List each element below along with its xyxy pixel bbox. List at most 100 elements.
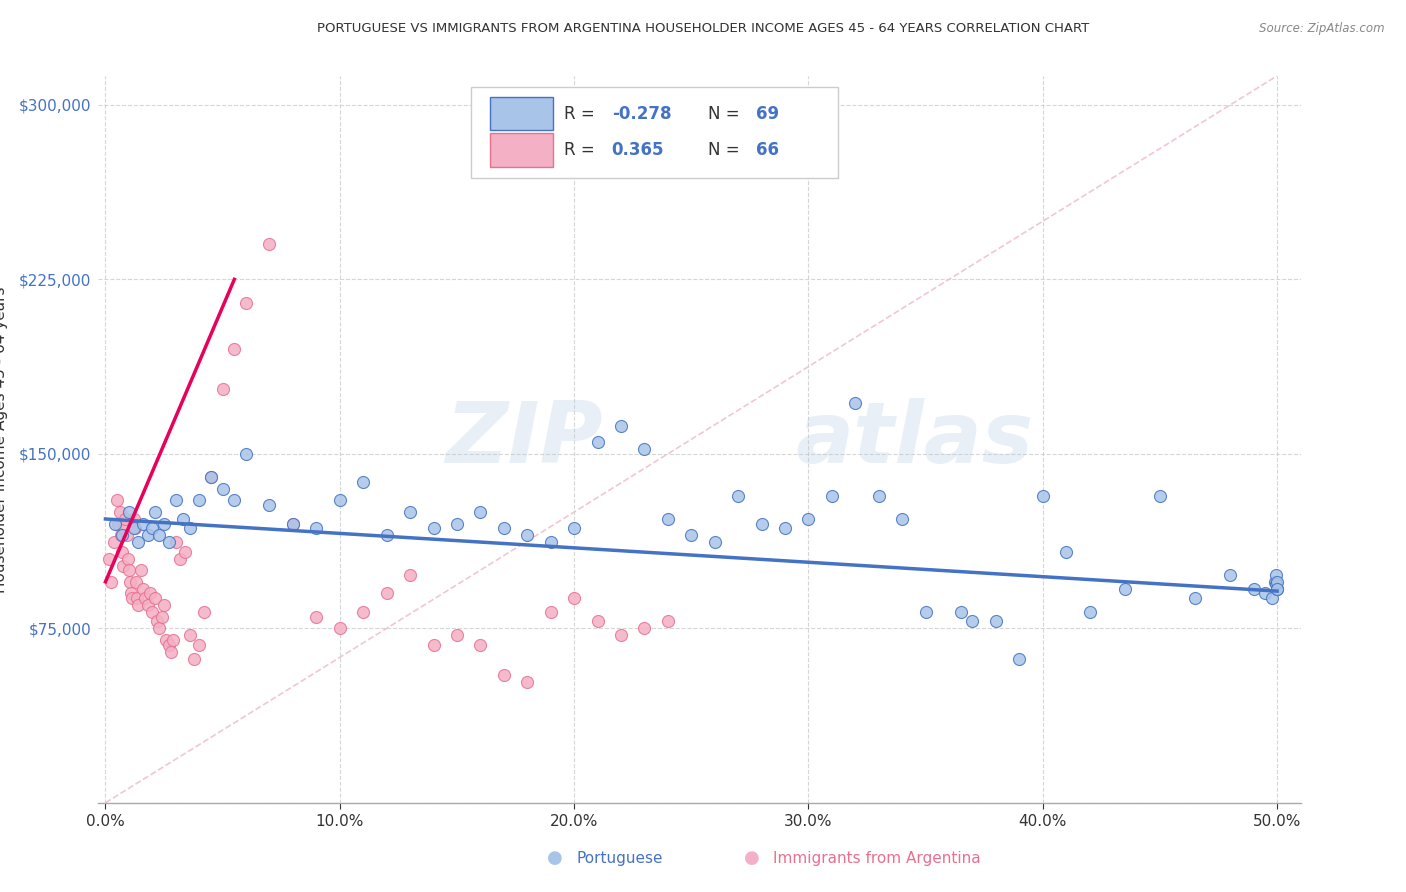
Point — [157, 535, 180, 549]
Point — [516, 528, 538, 542]
Point — [134, 591, 156, 605]
Point — [125, 574, 148, 589]
FancyBboxPatch shape — [491, 133, 553, 167]
Point — [127, 535, 149, 549]
Text: 0.365: 0.365 — [612, 141, 664, 159]
Point — [110, 528, 132, 542]
Text: 69: 69 — [756, 104, 779, 122]
Text: -0.278: -0.278 — [612, 104, 671, 122]
Point — [188, 493, 211, 508]
Point — [949, 605, 972, 619]
Point — [657, 615, 679, 629]
Point — [1265, 582, 1288, 596]
Point — [891, 512, 914, 526]
Y-axis label: Householder Income Ages 45 - 64 years: Householder Income Ages 45 - 64 years — [0, 286, 8, 592]
Text: R =: R = — [564, 104, 599, 122]
Point — [868, 489, 890, 503]
Point — [703, 535, 725, 549]
Point — [172, 512, 194, 526]
Point — [132, 516, 155, 531]
Point — [120, 586, 142, 600]
Point — [259, 237, 281, 252]
Point — [157, 638, 180, 652]
Point — [129, 563, 152, 577]
Point — [329, 621, 352, 635]
Point — [150, 609, 173, 624]
Point — [111, 544, 134, 558]
Point — [1265, 577, 1288, 591]
Point — [375, 586, 398, 600]
Point — [117, 551, 139, 566]
Point — [146, 615, 169, 629]
Point — [610, 628, 633, 642]
Point — [1243, 582, 1265, 596]
Point — [516, 674, 538, 689]
Text: N =: N = — [707, 104, 745, 122]
Point — [540, 605, 562, 619]
Point — [224, 342, 246, 356]
Point — [160, 644, 183, 658]
Point — [681, 528, 703, 542]
Text: PORTUGUESE VS IMMIGRANTS FROM ARGENTINA HOUSEHOLDER INCOME AGES 45 - 64 YEARS CO: PORTUGUESE VS IMMIGRANTS FROM ARGENTINA … — [316, 22, 1090, 36]
Point — [211, 482, 233, 496]
Point — [1254, 586, 1277, 600]
Point — [352, 475, 374, 489]
Point — [124, 521, 146, 535]
Point — [422, 638, 444, 652]
Point — [211, 382, 233, 396]
Point — [118, 505, 141, 519]
Point — [112, 558, 135, 573]
Point — [281, 516, 304, 531]
Point — [399, 505, 422, 519]
Point — [107, 516, 129, 531]
Point — [120, 574, 142, 589]
Point — [108, 505, 131, 519]
Point — [821, 489, 844, 503]
Point — [127, 598, 149, 612]
Point — [112, 521, 135, 535]
Point — [492, 521, 515, 535]
Point — [179, 628, 201, 642]
Text: atlas: atlas — [796, 398, 1033, 481]
Point — [235, 447, 257, 461]
Point — [446, 516, 468, 531]
Point — [165, 535, 187, 549]
Point — [470, 505, 492, 519]
Point — [153, 516, 176, 531]
Point — [200, 470, 222, 484]
Point — [148, 528, 170, 542]
Point — [399, 567, 422, 582]
Text: ●: ● — [547, 849, 564, 867]
Point — [1264, 574, 1286, 589]
Text: Source: ZipAtlas.com: Source: ZipAtlas.com — [1260, 22, 1385, 36]
Point — [114, 512, 136, 526]
Point — [179, 521, 201, 535]
Text: Immigrants from Argentina: Immigrants from Argentina — [773, 851, 981, 865]
Point — [121, 591, 143, 605]
Point — [174, 544, 197, 558]
Point — [633, 621, 655, 635]
Point — [773, 521, 796, 535]
Point — [104, 516, 127, 531]
Point — [188, 638, 211, 652]
Point — [111, 528, 134, 542]
Point — [610, 419, 633, 434]
Point — [844, 395, 866, 409]
Text: ZIP: ZIP — [446, 398, 603, 481]
Point — [422, 521, 444, 535]
Point — [1219, 567, 1241, 582]
Point — [1032, 489, 1054, 503]
Point — [1184, 591, 1206, 605]
Point — [586, 615, 609, 629]
Point — [492, 668, 515, 682]
Point — [914, 605, 936, 619]
Point — [305, 609, 328, 624]
Point — [127, 591, 149, 605]
Point — [118, 563, 141, 577]
Point — [586, 435, 609, 450]
FancyBboxPatch shape — [491, 97, 553, 130]
Point — [1265, 582, 1288, 596]
Point — [984, 615, 1007, 629]
Text: ●: ● — [744, 849, 761, 867]
Point — [375, 528, 398, 542]
